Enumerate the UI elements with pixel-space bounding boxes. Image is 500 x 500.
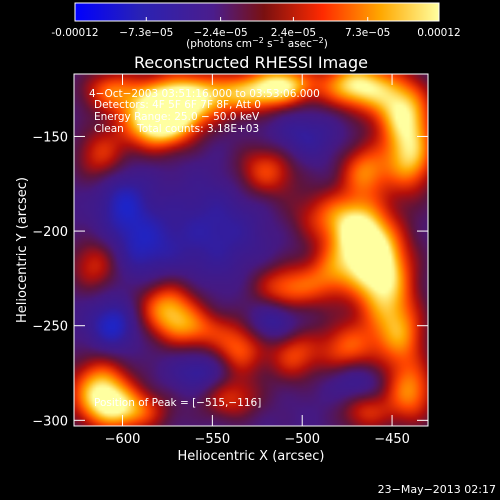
- colorbar: -0.00012 −7.3e−05 −2.4e−05 2.4e−05 7.3e−05 0.…: [51, 2, 461, 50]
- colorbar-unit-label: (photons cm−2 s−1 asec−2): [186, 36, 328, 50]
- y-tick-label: −200: [32, 225, 68, 240]
- y-tick-label: −300: [32, 414, 68, 429]
- x-axis-label: Heliocentric X (arcsec): [178, 449, 325, 464]
- x-tick-label: −600: [105, 432, 141, 447]
- x-tick-label: −450: [374, 432, 410, 447]
- heatmap-image: [74, 74, 428, 426]
- detectors-annotation: Detectors: 4F 5F 6F 7F 8F, Att 0: [94, 99, 261, 111]
- x-tick-label: −550: [195, 432, 231, 447]
- y-tick-label: −150: [32, 130, 68, 145]
- colorbar-tick-label: -0.00012: [51, 27, 98, 39]
- colorbar-tick-label: −7.3e−05: [119, 27, 173, 39]
- peak-position-annotation: Position of Peak = [−515,−116]: [94, 397, 261, 409]
- colorbar-gradient: [74, 2, 440, 22]
- colorbar-tick-label: 7.3e−05: [345, 27, 390, 39]
- energy-range-annotation: Energy Range: 25.0 − 50.0 keV: [94, 111, 260, 123]
- x-tick-label: −500: [284, 432, 320, 447]
- footer-timestamp: 23−May−2013 02:17: [378, 483, 496, 496]
- plot-frame: [73, 73, 429, 427]
- colorbar-tick-label: −2.4e−05: [194, 27, 248, 39]
- y-axis-label: Heliocentric Y (arcsec): [15, 177, 30, 323]
- axis-ticks: −600 −550 −500 −450 −150 −200 −250 −300: [32, 74, 428, 447]
- colorbar-tick-label: 2.4e−05: [271, 27, 316, 39]
- method-annotation: Clean Total counts: 3.18E+03: [94, 123, 259, 135]
- chart-title: Reconstructed RHESSI Image: [134, 53, 368, 72]
- time-range-annotation: 4−Oct−2003 03:51:16.000 to 03:53:06.000: [89, 88, 320, 100]
- y-tick-label: −250: [32, 320, 68, 335]
- colorbar-tick-label: 0.00012: [417, 27, 460, 39]
